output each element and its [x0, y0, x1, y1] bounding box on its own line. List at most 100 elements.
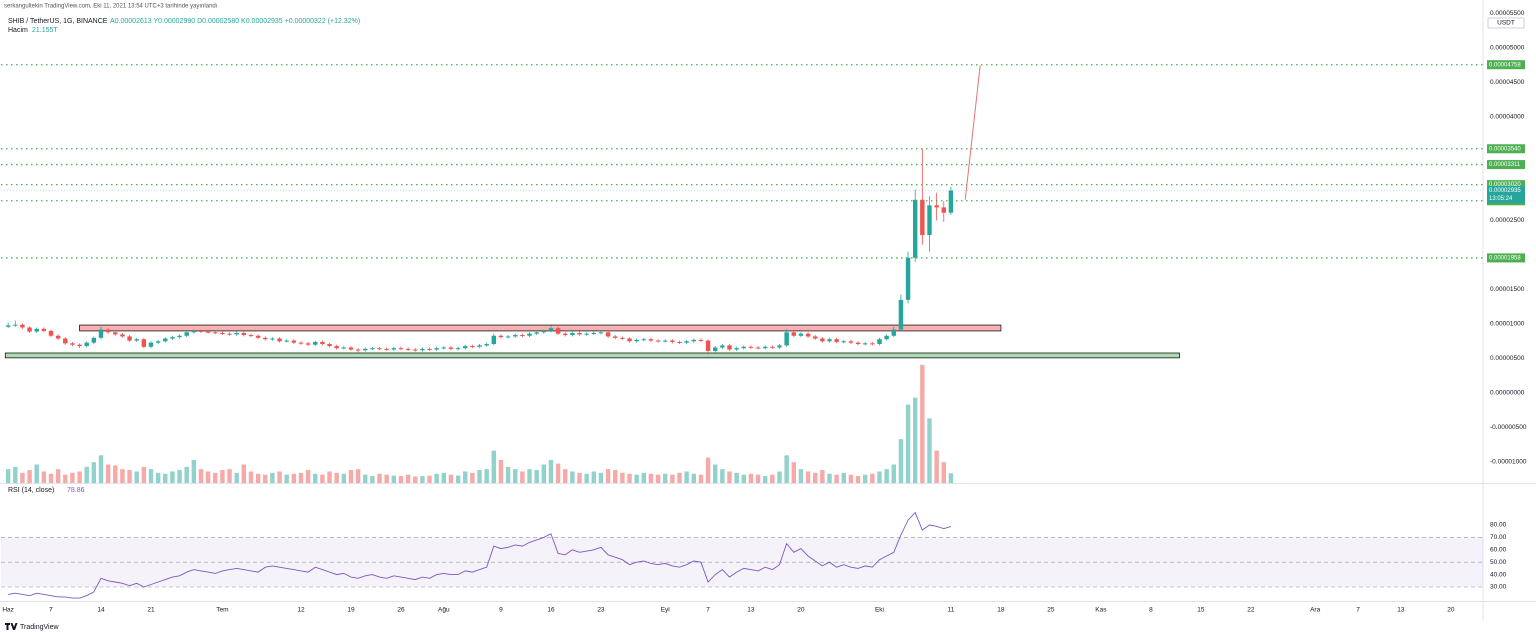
volume-bar: [77, 471, 82, 483]
rsi-tick-label: 60.00: [1490, 547, 1507, 554]
volume-bar: [777, 471, 782, 483]
volume-bar: [613, 470, 618, 483]
rsi-tick-label: 80.00: [1490, 522, 1507, 529]
volume-bar: [384, 474, 389, 483]
volume-bar: [812, 472, 818, 483]
x-tick-label: 16: [547, 607, 555, 614]
candle-body: [13, 324, 18, 326]
rsi-band: [1, 537, 1483, 587]
volume-bar: [177, 470, 182, 483]
volume-bar: [805, 471, 811, 483]
candle-body: [398, 348, 404, 350]
candle-body: [20, 324, 25, 328]
candle-body: [270, 338, 275, 340]
x-tick-label: 8: [1149, 607, 1153, 614]
volume-bar: [170, 471, 175, 483]
x-tick-label: Ağu: [438, 607, 450, 614]
x-tick-label: 9: [499, 607, 503, 614]
volume-bar: [670, 474, 675, 483]
candle-body: [427, 348, 432, 350]
candle-body: [255, 335, 261, 338]
candle-body: [663, 340, 668, 342]
volume-bar: [691, 473, 697, 483]
candle-body: [570, 332, 575, 336]
x-tick-label: 26: [397, 607, 405, 614]
volume-bar: [148, 469, 154, 483]
x-tick-label: 7: [706, 607, 710, 614]
rsi-tick-label: 40.00: [1490, 571, 1507, 578]
volume-bar: [663, 473, 668, 483]
candle-body: [55, 335, 61, 339]
zone: [79, 324, 1002, 332]
x-tick-label: 18: [997, 607, 1005, 614]
candle-body: [105, 329, 111, 333]
volume-bar: [141, 466, 147, 483]
volume-bar: [713, 464, 718, 483]
attribution: serkangultekin TradingView.com, Eki 11, …: [4, 4, 218, 10]
rsi-tick-label: 30.00: [1490, 584, 1507, 591]
x-tick-label: 15: [1197, 607, 1205, 614]
candle-body: [505, 336, 511, 338]
volume-title: Hacim: [8, 27, 28, 34]
volume-bar: [427, 475, 432, 483]
candle-body: [677, 341, 682, 343]
volume-bar: [291, 473, 297, 483]
volume-bar: [463, 471, 468, 483]
candle-body: [34, 328, 39, 332]
volume-bar: [741, 474, 746, 483]
candle-body: [484, 344, 489, 346]
volume-bar: [313, 473, 318, 483]
volume-bar: [320, 474, 325, 483]
volume-bar: [634, 474, 639, 483]
volume-bar: [91, 462, 97, 483]
candle-body: [363, 348, 368, 351]
candle-body: [241, 332, 247, 336]
candle-body: [227, 333, 232, 335]
volume-bar: [605, 469, 611, 483]
candle-body: [420, 348, 425, 351]
countdown: 13:05:24: [1489, 196, 1513, 202]
candle-body: [434, 348, 439, 350]
volume-bar: [63, 474, 68, 483]
x-tick-label: 7: [49, 607, 53, 614]
candle-body: [113, 332, 118, 335]
volume-bar: [270, 472, 275, 483]
candle-body: [805, 333, 811, 337]
candle-body: [912, 199, 918, 258]
candle-body: [870, 343, 875, 345]
candle-body: [84, 342, 89, 347]
candle-body: [884, 335, 889, 340]
volume-bar: [591, 471, 597, 483]
x-tick-label: 25: [1047, 607, 1055, 614]
rsi-tick-label: 50.00: [1490, 559, 1507, 566]
candle-body: [762, 346, 768, 349]
volume-bar: [448, 474, 454, 483]
ohlc-values: A0.00002613 Y0.00002990 D0.00002580 K0.0…: [110, 18, 360, 25]
candle-body: [463, 346, 468, 349]
candle-body: [141, 339, 147, 347]
volume-bar: [848, 474, 854, 483]
volume-bar: [20, 472, 25, 483]
volume-bar: [263, 474, 268, 483]
y-tick-label: 0.00001000: [1490, 321, 1525, 328]
volume-bar: [55, 469, 61, 483]
volume-bar: [363, 474, 368, 483]
y-tick-label: 0.00005500: [1490, 10, 1525, 17]
candle-body: [691, 339, 697, 342]
candle-body: [841, 341, 846, 343]
volume-bar: [577, 472, 582, 483]
candle-body: [791, 332, 796, 336]
volume-bar: [191, 459, 197, 483]
candle-body: [70, 343, 75, 345]
candle-body: [655, 340, 661, 342]
y-tick-label: -0.00000500: [1490, 424, 1527, 431]
volume-bar: [934, 450, 939, 483]
volume-bar: [413, 476, 418, 483]
candle-body: [848, 341, 854, 343]
candle-body: [477, 345, 482, 347]
trend-line: [964, 65, 981, 200]
candle-body: [348, 347, 354, 350]
x-tick-label: 7: [1356, 607, 1360, 614]
volume-bar: [163, 473, 168, 483]
